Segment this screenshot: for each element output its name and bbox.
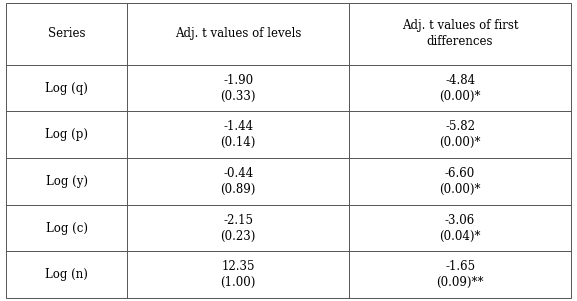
- Text: -3.06
(0.04)*: -3.06 (0.04)*: [439, 213, 481, 243]
- Text: -1.65
(0.09)**: -1.65 (0.09)**: [436, 260, 484, 289]
- Text: -2.15
(0.23): -2.15 (0.23): [220, 213, 256, 243]
- Text: -4.84
(0.00)*: -4.84 (0.00)*: [439, 74, 481, 103]
- Text: Log (c): Log (c): [46, 222, 88, 234]
- Text: -6.60
(0.00)*: -6.60 (0.00)*: [439, 167, 481, 196]
- Text: -1.90
(0.33): -1.90 (0.33): [220, 74, 256, 103]
- Text: Log (n): Log (n): [45, 268, 88, 281]
- Text: Log (q): Log (q): [45, 82, 88, 95]
- Text: Log (p): Log (p): [45, 128, 88, 141]
- Text: 12.35
(1.00): 12.35 (1.00): [220, 260, 256, 289]
- Text: -0.44
(0.89): -0.44 (0.89): [220, 167, 256, 196]
- Text: Adj. t values of levels: Adj. t values of levels: [175, 27, 301, 40]
- Text: Log (y): Log (y): [46, 175, 88, 188]
- Text: Series: Series: [48, 27, 85, 40]
- Text: Adj. t values of first
differences: Adj. t values of first differences: [402, 20, 518, 48]
- Text: -5.82
(0.00)*: -5.82 (0.00)*: [439, 120, 481, 149]
- Text: -1.44
(0.14): -1.44 (0.14): [220, 120, 256, 149]
